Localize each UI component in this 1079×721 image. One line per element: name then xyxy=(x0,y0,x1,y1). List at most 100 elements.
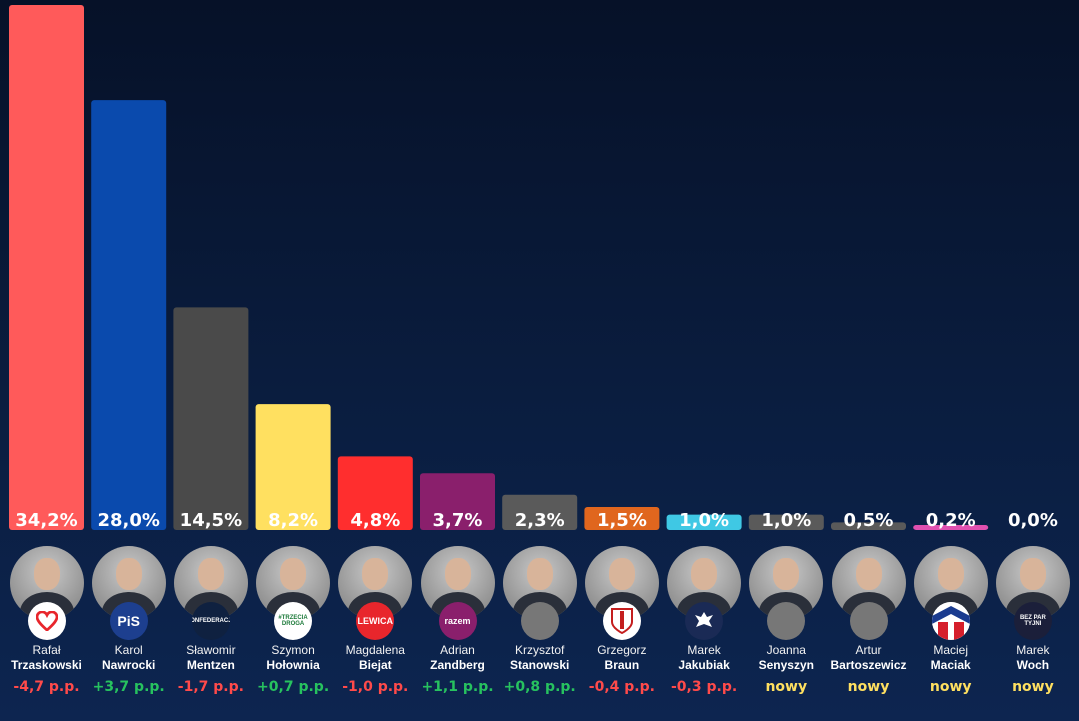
candidate-zandberg: razem Adrian Zandberg +1,1 p.p. xyxy=(417,540,499,695)
first-name: Maciej xyxy=(933,643,969,657)
value-label: 28,0% xyxy=(97,510,159,531)
bar-hołownia xyxy=(255,404,331,530)
last-name: Trzaskowski xyxy=(11,658,82,672)
candidate-nawrocki: PiS Karol Nawrocki +3,7 p.p. xyxy=(88,540,170,695)
last-name: Maciak xyxy=(930,658,971,672)
value-label: 34,2% xyxy=(15,510,77,531)
logo-placeholder xyxy=(520,602,559,640)
value-label: 4,8% xyxy=(350,510,400,531)
last-name: Stanowski xyxy=(510,658,570,672)
change-label: +1,1 p.p. xyxy=(421,679,494,695)
candidate-maciak: Maciej Maciak nowy xyxy=(910,540,992,695)
change-label: -0,3 p.p. xyxy=(671,679,738,695)
first-name: Adrian xyxy=(440,643,475,657)
value-label: 0,0% xyxy=(1008,510,1058,531)
last-name: Woch xyxy=(1016,658,1050,672)
candidate-photo xyxy=(502,546,577,620)
change-label: nowy xyxy=(765,679,808,695)
change-label: nowy xyxy=(929,679,972,695)
change-label: nowy xyxy=(1012,679,1054,695)
logo-text: razem xyxy=(444,615,471,626)
logo-text: BEZ PAR TYJNI xyxy=(1019,615,1046,627)
candidate-woch: BEZ PAR TYJNI Marek Woch nowy xyxy=(992,540,1074,695)
last-name: Mentzen xyxy=(186,658,235,672)
heart-icon xyxy=(27,602,66,640)
bar-trzaskowski xyxy=(9,5,84,530)
last-name: Hołownia xyxy=(266,658,320,672)
bar-nawrocki xyxy=(91,100,167,530)
candidate-biejat: LEWICA Magdalena Biejat -1,0 p.p. xyxy=(334,540,416,695)
last-name: Nawrocki xyxy=(102,658,156,672)
first-name: Sławomir xyxy=(186,643,236,657)
last-name: Biejat xyxy=(358,658,392,672)
crest-icon xyxy=(602,602,641,640)
candidate-bartoszewicz: Artur Bartoszewicz nowy xyxy=(828,540,910,695)
change-label: +3,7 p.p. xyxy=(92,679,165,695)
logo-text: PiS xyxy=(117,613,140,629)
candidate-braun: Grzegorz Braun -0,4 p.p. xyxy=(581,540,663,695)
change-label: -1,7 p.p. xyxy=(177,679,244,695)
logo-placeholder xyxy=(767,602,806,640)
last-name: Braun xyxy=(604,658,640,672)
first-name: Joanna xyxy=(766,643,806,657)
change-label: +0,7 p.p. xyxy=(257,679,330,695)
konfederacja-logo: KONFEDERACJA xyxy=(191,602,230,640)
candidate-hołownia: #TRZECIA DROGA Szymon Hołownia +0,7 p.p. xyxy=(252,540,334,695)
candidate-senyszyn: Joanna Senyszyn nowy xyxy=(745,540,827,695)
last-name: Bartoszewicz xyxy=(830,658,907,672)
logo-text: #TRZECIA DROGA xyxy=(278,615,308,627)
last-name: Senyszyn xyxy=(758,658,814,672)
bar-zandberg xyxy=(420,473,495,530)
bar-bartoszewicz xyxy=(831,522,906,530)
bar-biejat xyxy=(337,456,413,530)
value-label: 1,0% xyxy=(761,510,811,531)
candidate-trzaskowski: Rafał Trzaskowski -4,7 p.p. xyxy=(6,540,88,695)
pis-logo: PiS xyxy=(109,602,148,640)
bar-jakubiak xyxy=(666,514,742,530)
value-label: 1,5% xyxy=(597,510,647,531)
value-label: 2,3% xyxy=(515,510,565,531)
value-label: 0,2% xyxy=(926,510,976,531)
value-label: 1,0% xyxy=(679,510,729,531)
candidate-stanowski: Krzysztof Stanowski +0,8 p.p. xyxy=(499,540,581,695)
first-name: Krzysztof xyxy=(515,643,565,657)
first-name: Marek xyxy=(1016,643,1050,657)
candidate-jakubiak: Marek Jakubiak -0,3 p.p. xyxy=(663,540,745,695)
bar-mentzen xyxy=(173,307,249,530)
value-label: 14,5% xyxy=(180,510,242,531)
value-label: 8,2% xyxy=(268,510,318,531)
bezpartyjni-logo: BEZ PAR TYJNI xyxy=(1013,602,1052,640)
change-label: -1,0 p.p. xyxy=(342,679,409,695)
flag-icon xyxy=(931,602,970,640)
first-name: Marek xyxy=(687,643,721,657)
bar-stanowski xyxy=(502,494,578,530)
razem-logo: razem xyxy=(438,602,477,640)
last-name: Zandberg xyxy=(430,658,485,672)
first-name: Szymon xyxy=(271,643,315,657)
change-label: nowy xyxy=(847,679,890,695)
first-name: Grzegorz xyxy=(597,643,647,657)
candidate-photo xyxy=(91,546,166,620)
bar-maciak xyxy=(913,525,989,530)
bar-senyszyn xyxy=(748,514,824,530)
change-label: -4,7 p.p. xyxy=(13,679,80,695)
value-label: 3,7% xyxy=(433,510,483,531)
candidate-photo xyxy=(173,546,248,620)
change-label: -0,4 p.p. xyxy=(588,679,655,695)
change-label: +0,8 p.p. xyxy=(503,679,576,695)
first-name: Rafał xyxy=(32,643,61,657)
eagle-icon xyxy=(685,602,724,640)
first-name: Magdalena xyxy=(345,643,405,657)
last-name: Jakubiak xyxy=(678,658,730,672)
logo-text: LEWICA xyxy=(357,615,394,626)
logo-placeholder xyxy=(849,602,888,640)
trzecia-droga-logo: #TRZECIA DROGA xyxy=(274,602,313,640)
logo-text: KONFEDERACJA xyxy=(191,618,230,624)
bar-braun xyxy=(584,506,660,530)
value-label: 0,5% xyxy=(844,510,894,531)
lewica-logo: LEWICA xyxy=(356,602,395,640)
first-name: Artur xyxy=(855,643,882,657)
first-name: Karol xyxy=(114,643,143,657)
